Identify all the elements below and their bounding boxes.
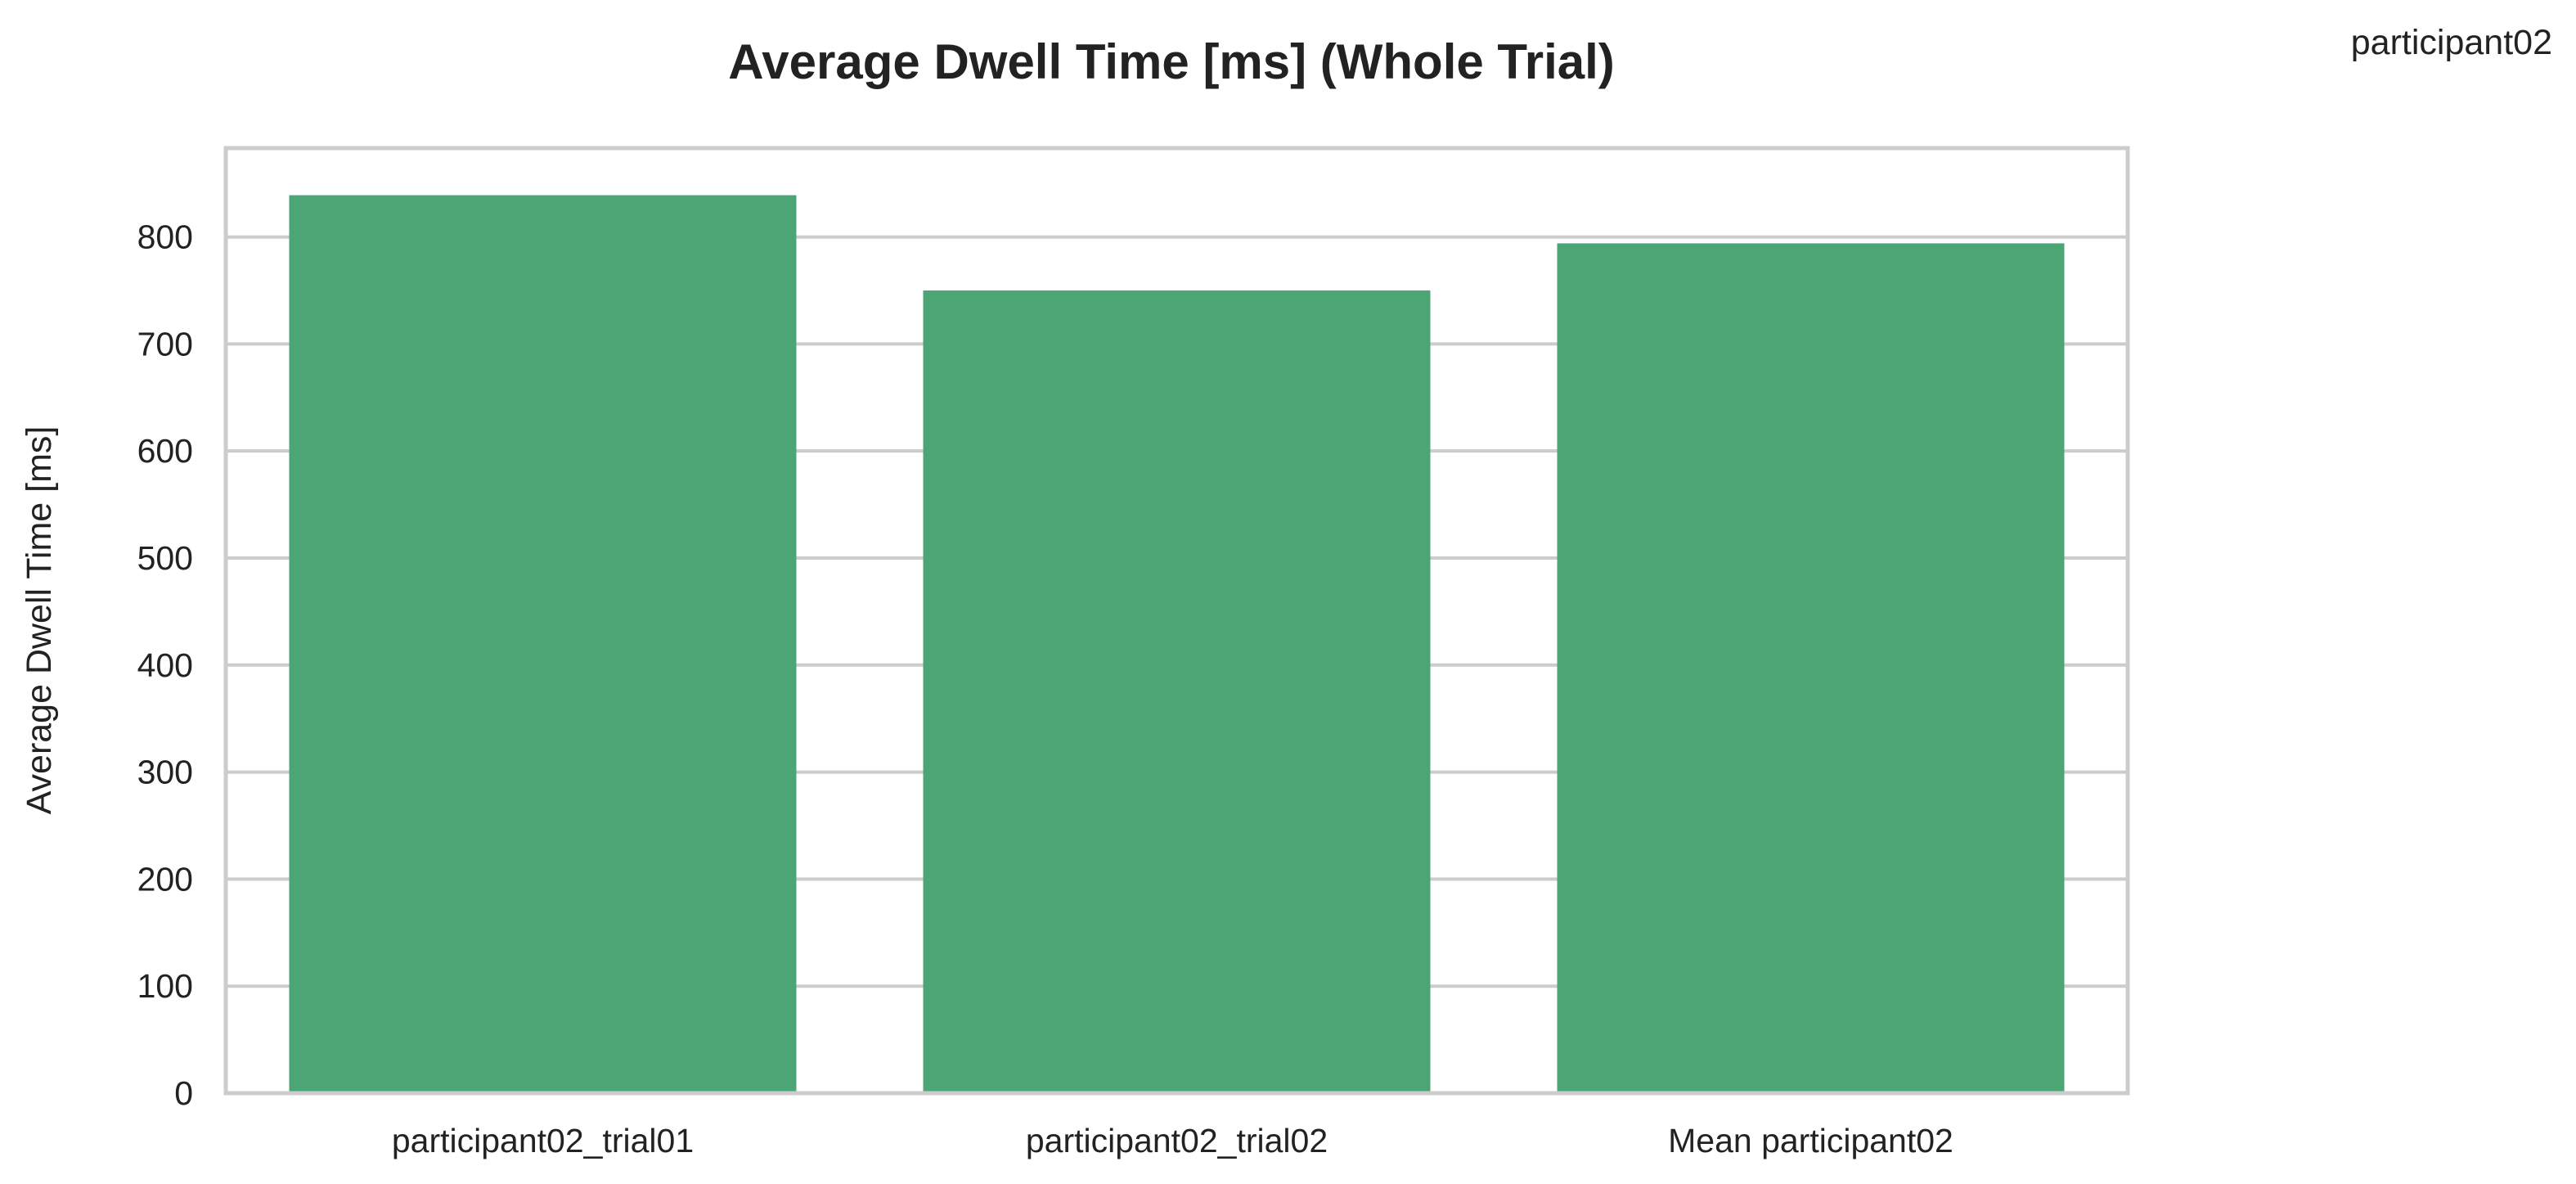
y-tick-label: 700 xyxy=(137,325,193,362)
y-tick-label: 800 xyxy=(137,218,193,256)
x-tick-label: participant02_trial01 xyxy=(392,1122,694,1159)
y-tick-labels: 0 100 200 300 400 500 600 700 800 xyxy=(137,218,193,1112)
bar xyxy=(289,195,797,1093)
y-tick-label: 0 xyxy=(174,1074,193,1112)
y-tick-label: 100 xyxy=(137,967,193,1005)
y-tick-label: 200 xyxy=(137,860,193,898)
y-axis-label: Average Dwell Time [ms] xyxy=(20,426,59,815)
x-tick-label: participant02_trial02 xyxy=(1026,1122,1328,1159)
y-tick-label: 400 xyxy=(137,646,193,684)
x-tick-label: Mean participant02 xyxy=(1668,1122,1953,1159)
participant-label: participant02 xyxy=(2351,23,2552,62)
bars xyxy=(289,195,2065,1093)
bar xyxy=(923,290,1431,1093)
bar xyxy=(1557,243,2065,1093)
y-tick-label: 500 xyxy=(137,539,193,577)
plot-frame xyxy=(223,146,2130,1096)
y-tick-label: 300 xyxy=(137,754,193,791)
x-tick-labels: participant02_trial01 participant02_trial… xyxy=(392,1122,1953,1159)
y-tick-label: 600 xyxy=(137,432,193,470)
chart-title: Average Dwell Time [ms] (Whole Trial) xyxy=(728,34,1615,89)
